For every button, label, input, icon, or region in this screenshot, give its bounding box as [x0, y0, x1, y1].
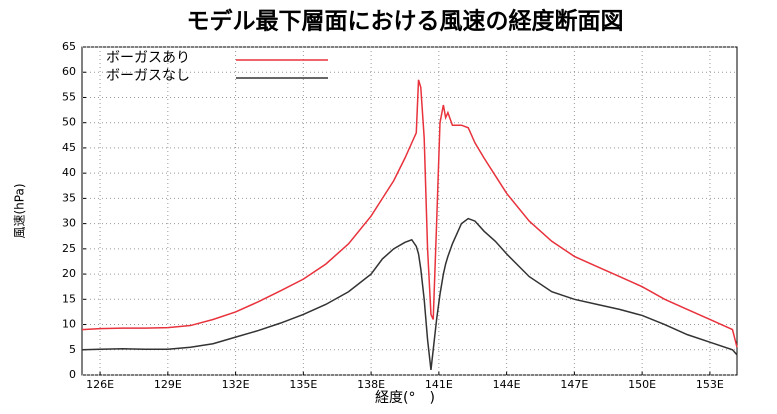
x-tick-label: 150E — [628, 378, 656, 391]
y-tick-label: 35 — [62, 191, 76, 204]
x-tick-label: 135E — [289, 378, 317, 391]
x-tick-label: 126E — [86, 378, 114, 391]
y-tick-label: 0 — [69, 368, 76, 381]
x-tick-label: 153E — [696, 378, 724, 391]
plot-frame — [81, 46, 738, 376]
y-tick-label: 5 — [69, 343, 76, 356]
y-tick-label: 65 — [62, 40, 76, 53]
y-tick-label: 10 — [62, 318, 76, 331]
x-axis-label: 経度(° ) — [375, 390, 435, 406]
x-tick-label: 138E — [357, 378, 385, 391]
y-axis-label: 風速(hPa) — [13, 183, 27, 238]
x-tick-label: 141E — [425, 378, 453, 391]
y-tick-label: 20 — [62, 267, 76, 280]
x-tick-label: 144E — [493, 378, 521, 391]
legend-label: ボーガスあり — [106, 50, 190, 66]
chart-title: モデル最下層面における風速の経度断面図 — [187, 8, 624, 35]
y-tick-label: 55 — [62, 90, 76, 103]
y-tick-label: 40 — [62, 166, 76, 179]
data-line — [81, 79, 738, 348]
x-tick-label: 132E — [222, 378, 250, 391]
y-tick-label: 25 — [62, 242, 76, 255]
legend-label: ボーガスなし — [106, 68, 190, 84]
y-tick-label: 50 — [62, 116, 76, 129]
y-tick-label: 45 — [62, 141, 76, 154]
y-tick-label: 30 — [62, 217, 76, 230]
y-tick-label: 15 — [62, 292, 76, 305]
data-line — [81, 217, 738, 371]
x-tick-label: 129E — [154, 378, 182, 391]
x-tick-label: 147E — [560, 378, 588, 391]
y-tick-label: 60 — [62, 65, 76, 78]
